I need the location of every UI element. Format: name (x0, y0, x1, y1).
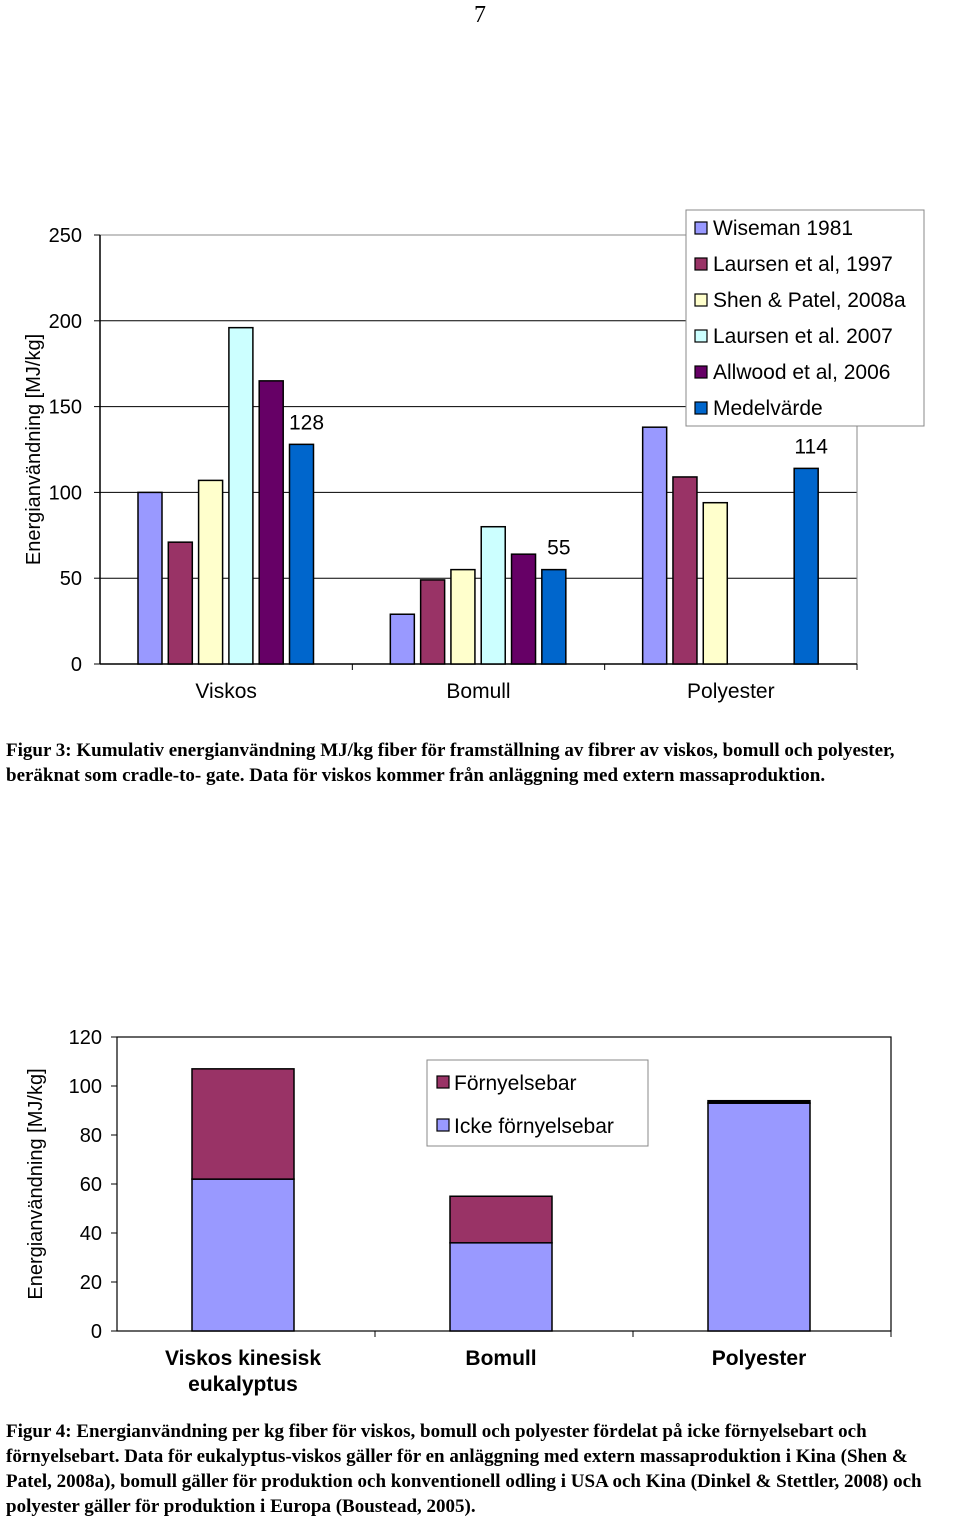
chart1-legend-swatch-allwood-et-al-2006 (694, 365, 708, 379)
chart1-category-label-polyester: Polyester (687, 680, 775, 703)
chart2-y-tick-label: 40 (80, 1223, 102, 1245)
chart2-y-tick-label: 0 (91, 1321, 102, 1343)
chart1-bar-wiseman-1981-viskos (137, 491, 163, 665)
chart1-category-label-bomull: Bomull (446, 680, 510, 703)
chart1-y-tick-label: 250 (49, 225, 82, 247)
chart1-bar-allwood-et-al-2006-bomull (510, 553, 537, 665)
chart1-bar-medelvarde-bomull (541, 568, 567, 665)
chart2-legend-box (426, 1059, 649, 1147)
chart1-bar-wiseman-1981-bomull (389, 613, 416, 665)
chart2-y-tick-label: 80 (80, 1125, 102, 1147)
chart1-bar-laursen-et-al-2007-viskos (228, 326, 254, 665)
chart1-bar-shen-patel-2008a-polyester (702, 501, 729, 665)
chart2-legend-label-icke-fornyelsebar: Icke förnyelsebar (454, 1115, 614, 1138)
chart1-legend-swatch-laursen-et-al-2007 (694, 329, 708, 343)
chart2-y-tick-label: 60 (80, 1174, 102, 1196)
chart2-category-label-viskos-kinesisk-eukalyptus: eukalyptus (188, 1373, 298, 1396)
chart2-legend-swatch-fornyelsebar (436, 1075, 450, 1089)
chart1-legend-label-wiseman-1981: Wiseman 1981 (713, 217, 853, 240)
chart1-bar-shen-patel-2008a-bomull (450, 568, 476, 665)
chart2-bar-fornyelsebar-viskos-kinesisk-eukalyptus (191, 1068, 295, 1180)
chart1-bar-laursen-et-al-1997-viskos (167, 541, 194, 665)
chart1-bar-allwood-et-al-2006-viskos (258, 380, 284, 665)
chart1-y-tick-label: 50 (60, 568, 82, 590)
chart1-bar-wiseman-1981-polyester (641, 426, 668, 665)
chart2-legend-swatch-icke-fornyelsebar (436, 1118, 450, 1132)
chart1-legend-swatch-wiseman-1981 (694, 221, 708, 235)
chart2-y-tick-label: 120 (69, 1027, 102, 1049)
chart2-category-label-viskos-kinesisk-eukalyptus: Viskos kinesisk (165, 1347, 321, 1370)
chart2-bar-fornyelsebar-bomull (449, 1195, 553, 1244)
chart1-bar-laursen-et-al-2007-bomull (480, 525, 506, 665)
chart1-legend-label-medelvarde: Medelvärde (713, 397, 823, 420)
chart2-category-label-bomull: Bomull (465, 1347, 536, 1370)
figure-3-bar-chart: 0 50 100 150 200 250 Energianvändning [MJ/kg] V… (23, 209, 925, 703)
chart1-bar-laursen-et-al-1997-polyester (672, 476, 698, 665)
chart2-bar-fornyelsebar-polyester (707, 1099, 811, 1104)
chart1-legend-label-laursen-et-al-1997: Laursen et al, 1997 (713, 253, 893, 276)
figure-4-caption: Figur 4: Energianvändning per kg fiber f… (6, 1421, 922, 1517)
figure-3-caption: Figur 3: Kumulativ energianvändning MJ/k… (6, 740, 895, 786)
chart2-bar-icke-fornyelsebar-polyester (707, 1102, 811, 1332)
chart1-data-label-bomull: 55 (547, 537, 570, 560)
chart2-bar-icke-fornyelsebar-viskos-kinesisk-eukalyptus (191, 1178, 295, 1332)
chart1-y-tick-label: 150 (49, 397, 82, 419)
chart2-legend: Förnyelsebar Icke förnyelsebar (426, 1059, 649, 1147)
figure-4-stacked-bar-chart: 0 20 40 60 80 100 120 Energianvändning [MJ/kg] V… (25, 1027, 892, 1396)
chart1-y-tick-label: 100 (49, 482, 82, 504)
chart1-bar-medelvarde-polyester (793, 467, 819, 665)
chart1-legend-swatch-shen-patel-2008a (694, 293, 708, 307)
chart2-y-axis-label: Energianvändning [MJ/kg] (25, 1068, 47, 1299)
chart1-data-label-viskos: 128 (289, 411, 324, 434)
chart1-y-tick-label: 0 (71, 654, 82, 676)
chart2-plot: 0 20 40 60 80 100 120 Energianvändning [MJ/kg] V… (25, 1027, 892, 1396)
chart2-category-label-polyester: Polyester (712, 1347, 807, 1370)
chart1-legend-swatch-medelvarde (694, 401, 708, 415)
chart1-y-axis-label: Energianvändning [MJ/kg] (23, 334, 45, 565)
chart1-legend-label-laursen-et-al-2007: Laursen et al. 2007 (713, 325, 893, 348)
chart1-plot: 0 50 100 150 200 250 Energianvändning [MJ/kg] V… (23, 225, 858, 703)
chart1-bar-medelvarde-viskos (288, 443, 315, 665)
chart2-legend-label-fornyelsebar: Förnyelsebar (454, 1072, 577, 1095)
chart1-legend: Wiseman 1981 Laursen et al, 1997 Shen & Pa… (685, 209, 925, 427)
page-number: 7 (474, 2, 486, 28)
chart1-legend-swatch-laursen-et-al-1997 (694, 257, 708, 271)
chart1-category-label-viskos: Viskos (195, 680, 256, 703)
chart1-bar-laursen-et-al-1997-bomull (419, 579, 446, 665)
chart2-y-tick-label: 20 (80, 1272, 102, 1294)
chart1-legend-label-shen-patel-2008a: Shen & Patel, 2008a (713, 289, 906, 312)
chart1-data-label-polyester: 114 (794, 435, 828, 458)
chart2-y-tick-label: 100 (69, 1076, 102, 1098)
chart1-legend-label-allwood-et-al-2006: Allwood et al, 2006 (713, 361, 890, 384)
chart1-y-tick-label: 200 (49, 311, 82, 333)
chart2-bar-icke-fornyelsebar-bomull (449, 1242, 553, 1332)
chart1-bar-shen-patel-2008a-viskos (197, 479, 224, 665)
chart1-legend-box (685, 209, 925, 427)
